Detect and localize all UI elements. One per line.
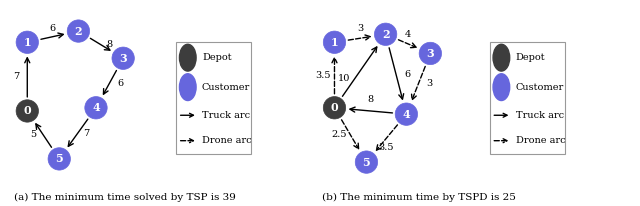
Text: Truck arc: Truck arc (202, 111, 250, 120)
Text: 0: 0 (331, 102, 339, 113)
Text: Depot: Depot (516, 53, 545, 62)
Circle shape (67, 20, 90, 42)
Text: 5: 5 (30, 130, 36, 139)
Circle shape (179, 74, 196, 101)
Circle shape (323, 31, 346, 53)
Text: 4: 4 (92, 102, 100, 113)
Circle shape (396, 103, 417, 125)
Text: 2: 2 (382, 29, 389, 40)
Text: 10: 10 (337, 74, 350, 83)
Circle shape (112, 47, 134, 69)
Text: 1: 1 (331, 37, 339, 48)
Circle shape (374, 23, 397, 46)
FancyBboxPatch shape (176, 42, 251, 154)
Circle shape (179, 44, 196, 71)
Text: 4: 4 (405, 30, 411, 39)
Text: 7: 7 (13, 72, 19, 81)
Text: Drone arc: Drone arc (202, 136, 252, 145)
Text: Drone arc: Drone arc (516, 136, 565, 145)
FancyBboxPatch shape (490, 42, 564, 154)
Text: 6: 6 (118, 78, 124, 88)
Circle shape (493, 74, 509, 101)
Text: 2.5: 2.5 (332, 130, 347, 139)
Text: 3: 3 (426, 79, 433, 88)
Text: 0: 0 (24, 105, 31, 116)
Circle shape (493, 44, 509, 71)
Circle shape (419, 42, 442, 65)
Text: 1: 1 (24, 37, 31, 48)
Text: 8: 8 (106, 40, 113, 49)
Text: 3.5: 3.5 (316, 70, 331, 80)
Text: 3: 3 (426, 48, 434, 59)
Circle shape (16, 31, 38, 53)
Text: Customer: Customer (202, 83, 250, 92)
Circle shape (355, 151, 378, 173)
Text: 8: 8 (367, 95, 374, 104)
Circle shape (16, 100, 38, 122)
Text: 7: 7 (83, 129, 90, 138)
Text: 2: 2 (75, 26, 82, 37)
Text: 5: 5 (56, 153, 63, 164)
Text: 5: 5 (363, 157, 371, 168)
Text: Depot: Depot (202, 53, 232, 62)
Text: (a) The minimum time solved by TSP is 39: (a) The minimum time solved by TSP is 39 (14, 193, 236, 202)
Circle shape (85, 97, 107, 119)
Text: 6: 6 (404, 70, 410, 79)
Text: 3: 3 (357, 24, 363, 33)
Text: Customer: Customer (516, 83, 564, 92)
Circle shape (48, 148, 70, 170)
Text: Truck arc: Truck arc (516, 111, 564, 120)
Circle shape (323, 97, 346, 119)
Text: (b) The minimum time by TSPD is 25: (b) The minimum time by TSPD is 25 (323, 193, 516, 202)
Text: 4: 4 (403, 109, 410, 120)
Text: 3: 3 (119, 53, 127, 64)
Text: 6: 6 (50, 24, 56, 33)
Text: 3.5: 3.5 (379, 143, 394, 152)
